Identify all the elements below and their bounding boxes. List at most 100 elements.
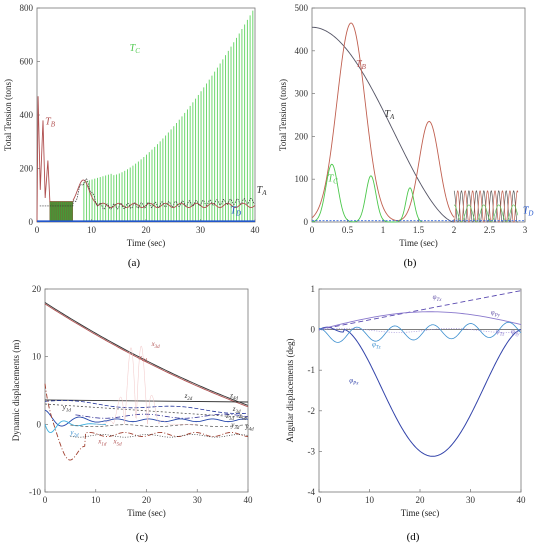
y-tick-label: 0 [311, 325, 316, 335]
series-label-z3d: z3d [232, 405, 241, 415]
z2d-line [44, 399, 249, 403]
series-label-T_A: TA [257, 185, 268, 197]
y-tick-label: 1 [311, 284, 316, 294]
y-tick-label: 0 [29, 217, 34, 227]
x-tick-label: 20 [142, 225, 152, 235]
tc-line [311, 163, 423, 223]
tb-osc [454, 190, 519, 223]
series-label-phi_Tz: φTz [372, 341, 381, 351]
tb-tail [72, 179, 256, 209]
x4d-line [44, 303, 249, 408]
series-label-x4d: x4d [138, 353, 148, 363]
x-tick-label: 0 [310, 225, 315, 235]
series-label-phi_Tx: φTx [433, 293, 443, 303]
x-tick-label: 10 [91, 495, 101, 505]
x-tick-label: 0.5 [342, 225, 354, 235]
y-tick-label: 100 [295, 174, 309, 184]
series-label-T_A: TA [384, 109, 395, 121]
x-tick-label: 20 [416, 495, 426, 505]
ta-line [39, 178, 256, 210]
series-label-phi_Ty: φTy [511, 328, 520, 338]
tb-line [36, 96, 54, 223]
plot-frame-d [318, 288, 522, 493]
series-label-T_C: TC [130, 43, 141, 55]
y-tick-label: -4 [308, 487, 316, 497]
tc-osc [453, 204, 519, 223]
phi-py-line [318, 311, 522, 331]
plot-frame-a [36, 7, 256, 223]
y-tick-label: 0 [304, 217, 309, 227]
phi-tz-line [318, 321, 522, 343]
series-label-x5d: x5d [113, 437, 123, 447]
x3d-transient [95, 345, 198, 425]
panel-caption: (c) [136, 531, 149, 543]
x-tick-label: 40 [517, 495, 527, 505]
x-tick-label: 40 [251, 225, 261, 235]
y-tick-label: 200 [295, 131, 309, 141]
y-axis-label: Dynamic displacements (m) [11, 340, 21, 441]
x-tick-label: 0 [43, 495, 48, 505]
x-axis-label: Time (sec) [127, 238, 165, 248]
y-tick-label: -10 [29, 487, 41, 497]
x-tick-label: 2 [452, 225, 457, 235]
series-TB [36, 96, 256, 223]
panel-caption: (a) [128, 257, 141, 269]
x-tick-label: 3 [523, 225, 528, 235]
y-tick-label: 800 [20, 3, 34, 13]
series-label-z1d: z1d [225, 412, 234, 422]
ta-osc [453, 190, 519, 223]
series-label-z4d: z4d [229, 391, 238, 401]
series-label-y4d: y4d [244, 422, 254, 432]
y-tick-label: 20 [32, 284, 42, 294]
series-label-z2d: z2d [184, 392, 193, 402]
x-tick-label: 10 [365, 495, 375, 505]
y-axis-label: Total Tension (tons) [3, 79, 13, 151]
phi-tx-line [318, 290, 522, 331]
panel-caption: (d) [407, 531, 420, 543]
x-tick-label: 20 [142, 495, 152, 505]
series-group [44, 302, 249, 461]
x-tick-label: 30 [466, 495, 476, 505]
ta-line [311, 26, 455, 223]
series-TC [83, 10, 254, 222]
x-axis-label: Time (sec) [399, 238, 437, 248]
phi-px-line [318, 326, 522, 457]
z1d-line [75, 413, 249, 419]
x-tick-label: 1.5 [413, 225, 425, 235]
series-post [453, 190, 519, 223]
x-tick-label: 0 [35, 225, 40, 235]
x-tick-label: 30 [196, 225, 206, 235]
y-tick-label: 600 [20, 57, 34, 67]
y-tick-label: 200 [20, 164, 34, 174]
x-tick-label: 30 [193, 495, 203, 505]
series-label-y1d: y1d [62, 403, 72, 413]
y-axis-label: Angular displacements (deg) [285, 339, 295, 443]
series-label-T_D: TD [230, 205, 241, 217]
panel-b: 0 0.5 1 1.5 2 2.5 3 0 100 200 300 400 500 Time (sec) T… [278, 3, 533, 269]
series-TB [311, 22, 455, 221]
y-tick-label: -1 [308, 365, 316, 375]
y-tick-label: 500 [295, 3, 309, 13]
panel-d: 0 10 20 30 40 -4 -3 -2 -1 0 1 Time (sec) Angular dis… [285, 284, 526, 543]
y-tick-label: 300 [295, 89, 309, 99]
y-tick-label: 400 [295, 46, 309, 56]
x-axis-label: Time (sec) [401, 508, 439, 518]
plot-frame-b [311, 7, 526, 223]
series-label-phi_Px: φPx [349, 376, 359, 386]
panel-caption: (b) [404, 257, 417, 269]
plot-frame-c [44, 288, 249, 493]
y-tick-label: -2 [308, 406, 316, 416]
x1d-line [44, 383, 249, 461]
y-tick-label: 10 [32, 352, 42, 362]
y3d-line [70, 424, 249, 428]
y-tick-label: 400 [20, 110, 34, 120]
x-tick-label: 10 [87, 225, 97, 235]
y1d-line [44, 409, 249, 427]
series-label-T_C: TC [328, 173, 339, 185]
x-tick-label: 1 [381, 225, 386, 235]
series-TC [311, 163, 423, 223]
x-tick-label: 0 [317, 495, 322, 505]
